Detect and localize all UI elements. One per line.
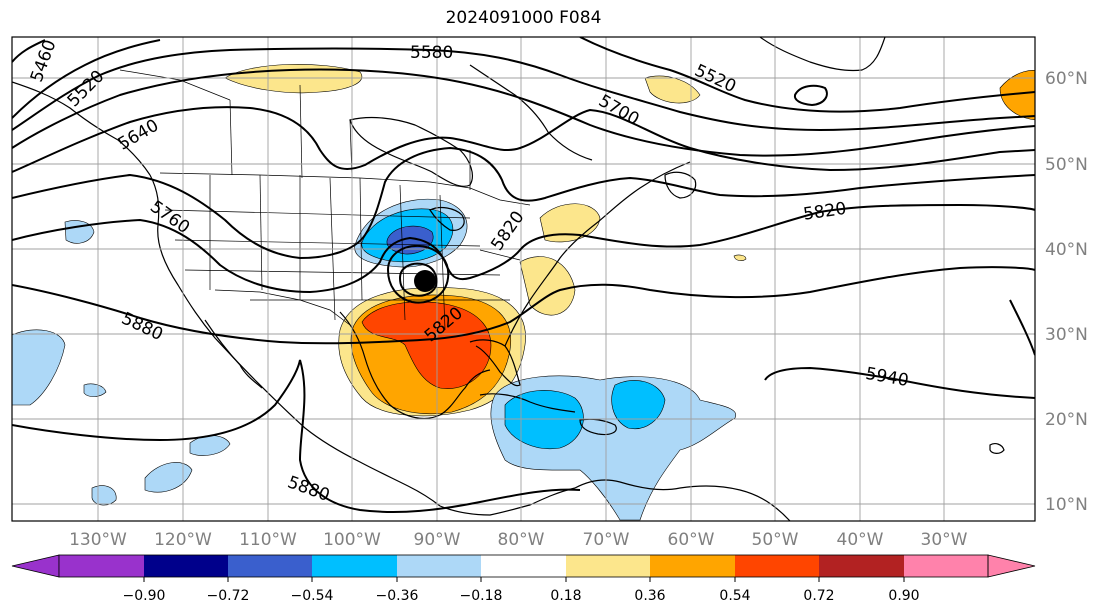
- latitude-labels: 60°N 50°N 40°N 30°N 20°N 10°N: [1045, 69, 1088, 515]
- anomaly-pos-labrador: [644, 75, 701, 104]
- colorbar-extend-high: [987, 554, 1036, 578]
- colorbar-bin-1: [59, 555, 144, 577]
- colorbar-outline: [58, 554, 989, 578]
- coast-east-us: [504, 161, 691, 347]
- plot-title: 2024091000 F084: [445, 8, 602, 28]
- state-line-2: [259, 174, 263, 291]
- height-contours: [12, 37, 1035, 513]
- graticule: [12, 37, 1035, 521]
- lon-label-60: 60°W: [668, 530, 715, 550]
- anomaly-pos-east-atlantic: [999, 69, 1035, 120]
- lat-label-40: 40°N: [1045, 240, 1088, 260]
- contour-5820-low: [386, 244, 450, 304]
- colorbar-bin-2: [144, 555, 228, 577]
- colorbar-label: −0.54: [291, 588, 334, 604]
- anomaly-pos-tiny: [733, 254, 747, 261]
- colorbar-bin-8: [650, 555, 735, 577]
- low-center-marker: [414, 270, 436, 292]
- colorbar-label: −0.72: [207, 588, 250, 604]
- lon-label-90: 90°W: [414, 530, 461, 550]
- colorbar-label: 0.54: [719, 588, 750, 604]
- coast-florida: [469, 339, 521, 387]
- coast-pacific-na: [149, 174, 441, 507]
- lon-label-50: 50°W: [752, 530, 799, 550]
- lon-label-110: 110°W: [239, 530, 297, 550]
- contour-5940: [764, 366, 1035, 399]
- contour-5880-south: [12, 359, 581, 513]
- contour-small-closed: [793, 84, 828, 107]
- contour-5520-west: [12, 39, 161, 119]
- lat-label-10: 10°N: [1045, 495, 1088, 515]
- lon-label-70: 70°W: [583, 530, 630, 550]
- coast-alaska: [12, 81, 151, 176]
- anomaly-pos-carolinas: [519, 256, 576, 316]
- contour-5820-main: [12, 203, 1035, 294]
- coast-labrador: [469, 64, 593, 161]
- colorbar-bin-3: [228, 555, 312, 577]
- anomaly-neg-pacific-small5: [83, 383, 107, 397]
- coast-south-america: [574, 479, 791, 521]
- colorbar-label: 0.90: [888, 588, 919, 604]
- anomaly-neg-pacific-west: [12, 329, 66, 406]
- coast-iceland: [989, 443, 1005, 454]
- lon-label-120: 120°W: [154, 530, 212, 550]
- anomaly-neg-caribbean-mid2: [611, 380, 666, 430]
- colorbar-label: 0.36: [634, 588, 665, 604]
- coastlines: [12, 37, 1005, 521]
- contour-5460: [12, 39, 46, 63]
- map-frame: [11, 36, 1036, 522]
- state-line-8: [164, 209, 471, 219]
- canada-province-1: [229, 99, 233, 176]
- lon-label-100: 100°W: [323, 530, 381, 550]
- colorbar-bin-6: [481, 555, 566, 577]
- lon-label-80: 80°W: [498, 530, 545, 550]
- anomaly-neg-pacific-small3: [144, 462, 193, 493]
- coast-central-america: [439, 487, 576, 516]
- colorbar-bin-4: [312, 555, 397, 577]
- lat-label-20: 20°N: [1045, 410, 1088, 430]
- lon-label-30: 30°W: [921, 530, 968, 550]
- contour-5640: [12, 68, 1035, 157]
- canada-province-2: [299, 84, 303, 179]
- colorbar-bin-11: [904, 555, 988, 577]
- coast-newfoundland: [664, 171, 697, 199]
- lat-label-60: 60°N: [1045, 69, 1088, 89]
- lon-label-130: 130°W: [69, 530, 127, 550]
- colorbar-bin-10: [819, 555, 904, 577]
- lon-label-40: 40°W: [837, 530, 884, 550]
- state-line-6: [399, 184, 406, 321]
- colorbar-label: −0.36: [376, 588, 419, 604]
- coast-cuba: [479, 393, 576, 413]
- lat-label-50: 50°N: [1045, 155, 1088, 175]
- contour-5880: [12, 266, 1035, 345]
- contour-5580: [12, 47, 1035, 132]
- colorbar-label: 0.18: [550, 588, 581, 604]
- contour-5760-low: [398, 262, 438, 297]
- contour-5700: [12, 106, 1035, 173]
- lat-label-30: 30°N: [1045, 325, 1088, 345]
- contour-5940-east: [1009, 299, 1035, 356]
- colorbar-ticks: [143, 577, 905, 582]
- coast-great-lakes: [429, 206, 465, 231]
- colorbar-bin-7: [566, 555, 650, 577]
- state-line-12: [479, 249, 521, 261]
- anomaly-pos-gulf-red: [361, 301, 492, 389]
- colorbar: −0.90 −0.72 −0.54 −0.36 −0.18 0.18 0.36 …: [11, 554, 1036, 604]
- colorbar-label: −0.90: [123, 588, 166, 604]
- contour-5520-east: [579, 37, 1035, 113]
- colorbar-extend-low: [11, 554, 60, 578]
- anomaly-neg-caribbean-mid: [504, 390, 584, 450]
- coast-gulf-of-mexico: [339, 311, 491, 419]
- coast-hispaniola: [579, 418, 617, 436]
- colorbar-bin-9: [735, 555, 819, 577]
- state-line-9: [174, 239, 481, 247]
- contour-5760: [12, 146, 1035, 260]
- longitude-labels: 130°W 120°W 110°W 100°W 90°W 80°W 70°W 6…: [69, 530, 968, 550]
- colorbar-label: −0.18: [460, 588, 503, 604]
- coast-greenland: [759, 37, 886, 72]
- contour-label-5580: 5580: [410, 43, 453, 63]
- colorbar-bin-5: [397, 555, 481, 577]
- colorbar-label: 0.72: [803, 588, 834, 604]
